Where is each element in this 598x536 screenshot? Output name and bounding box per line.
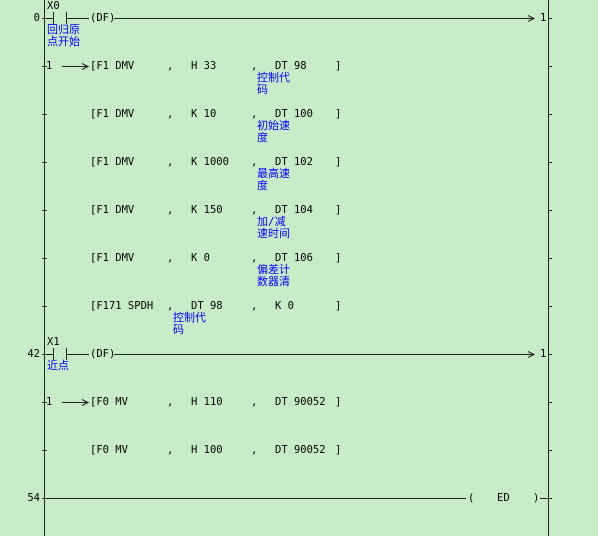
output-label: 1 — [540, 348, 546, 360]
df-instruction: (DF) — [90, 348, 115, 360]
separator: , — [167, 108, 173, 120]
contact-comment: 点开始 — [47, 34, 80, 48]
operand: DT 90052 — [275, 396, 326, 408]
separator: , — [167, 156, 173, 168]
contact-label: X0 — [47, 0, 60, 12]
operand: DT 98 — [191, 300, 223, 312]
step-number: 0 — [34, 12, 40, 24]
operand-comment: 度 — [257, 178, 268, 192]
operand: K 10 — [191, 108, 216, 120]
separator: , — [251, 156, 257, 168]
operand-comment: 偏差计 — [257, 262, 290, 276]
instruction-op: [F1 DMV — [90, 204, 135, 216]
operand-comment: 度 — [257, 130, 268, 144]
separator: , — [167, 396, 173, 408]
separator: , — [251, 60, 257, 72]
close-bracket: ] — [335, 156, 341, 168]
instruction-op: [F1 DMV — [90, 156, 135, 168]
close-bracket: ] — [335, 252, 341, 264]
separator: , — [251, 252, 257, 264]
close-bracket: ] — [335, 60, 341, 72]
operand-comment: 数器清 — [257, 275, 290, 288]
contact-comment: 回归原 — [47, 22, 80, 36]
operand: DT 104 — [275, 204, 313, 216]
end-instruction: ED — [497, 492, 510, 504]
close-bracket: ] — [335, 396, 341, 408]
instruction-op: [F0 MV — [90, 396, 129, 408]
close-bracket: ] — [335, 300, 341, 312]
arrow — [527, 15, 536, 22]
contact-comment: 近点 — [47, 359, 69, 372]
separator: , — [251, 396, 257, 408]
operand-comment: 控制代 — [257, 70, 290, 84]
operand: H 100 — [191, 444, 223, 456]
separator: , — [251, 444, 257, 456]
contact-label: X1 — [47, 336, 60, 348]
operand: H 33 — [191, 60, 216, 72]
output-label: 1 — [540, 12, 546, 24]
operand: DT 102 — [275, 156, 313, 168]
separator: , — [251, 204, 257, 216]
separator: , — [167, 60, 173, 72]
operand-comment: 控制代 — [173, 310, 206, 324]
operand: H 110 — [191, 396, 223, 408]
separator: , — [167, 300, 173, 312]
separator: , — [251, 108, 257, 120]
branch-label: 1 — [46, 60, 52, 72]
operand-comment: 码 — [257, 83, 268, 96]
operand: DT 98 — [275, 60, 307, 72]
branch-label: 1 — [46, 396, 52, 408]
operand-comment: 加/减 — [257, 215, 286, 228]
close-bracket: ] — [335, 444, 341, 456]
step-number: 54 — [27, 492, 40, 504]
separator: , — [167, 252, 173, 264]
operand: DT 90052 — [275, 444, 326, 456]
instruction-op: [F171 SPDH — [90, 300, 153, 312]
arrow — [527, 351, 536, 358]
end-close: ) — [533, 492, 539, 504]
operand-comment: 速时间 — [257, 227, 290, 240]
df-instruction: (DF) — [90, 12, 115, 24]
separator: , — [167, 444, 173, 456]
arrow — [81, 63, 90, 70]
step-number: 42 — [27, 348, 40, 360]
end-open: ( — [468, 492, 474, 504]
operand-comment: 初始速 — [257, 118, 290, 132]
instruction-op: [F1 DMV — [90, 60, 135, 72]
instruction-op: [F0 MV — [90, 444, 129, 456]
close-bracket: ] — [335, 108, 341, 120]
separator: , — [251, 300, 257, 312]
instruction-op: [F1 DMV — [90, 252, 135, 264]
operand: K 0 — [191, 252, 210, 264]
operand: K 0 — [275, 300, 294, 312]
operand: DT 100 — [275, 108, 313, 120]
instruction-op: [F1 DMV — [90, 108, 135, 120]
operand-comment: 最高速 — [257, 166, 290, 180]
operand-comment: 码 — [173, 323, 184, 336]
operand: K 1000 — [191, 156, 229, 168]
operand: K 150 — [191, 204, 223, 216]
separator: , — [167, 204, 173, 216]
operand: DT 106 — [275, 252, 313, 264]
close-bracket: ] — [335, 204, 341, 216]
arrow — [81, 399, 90, 406]
